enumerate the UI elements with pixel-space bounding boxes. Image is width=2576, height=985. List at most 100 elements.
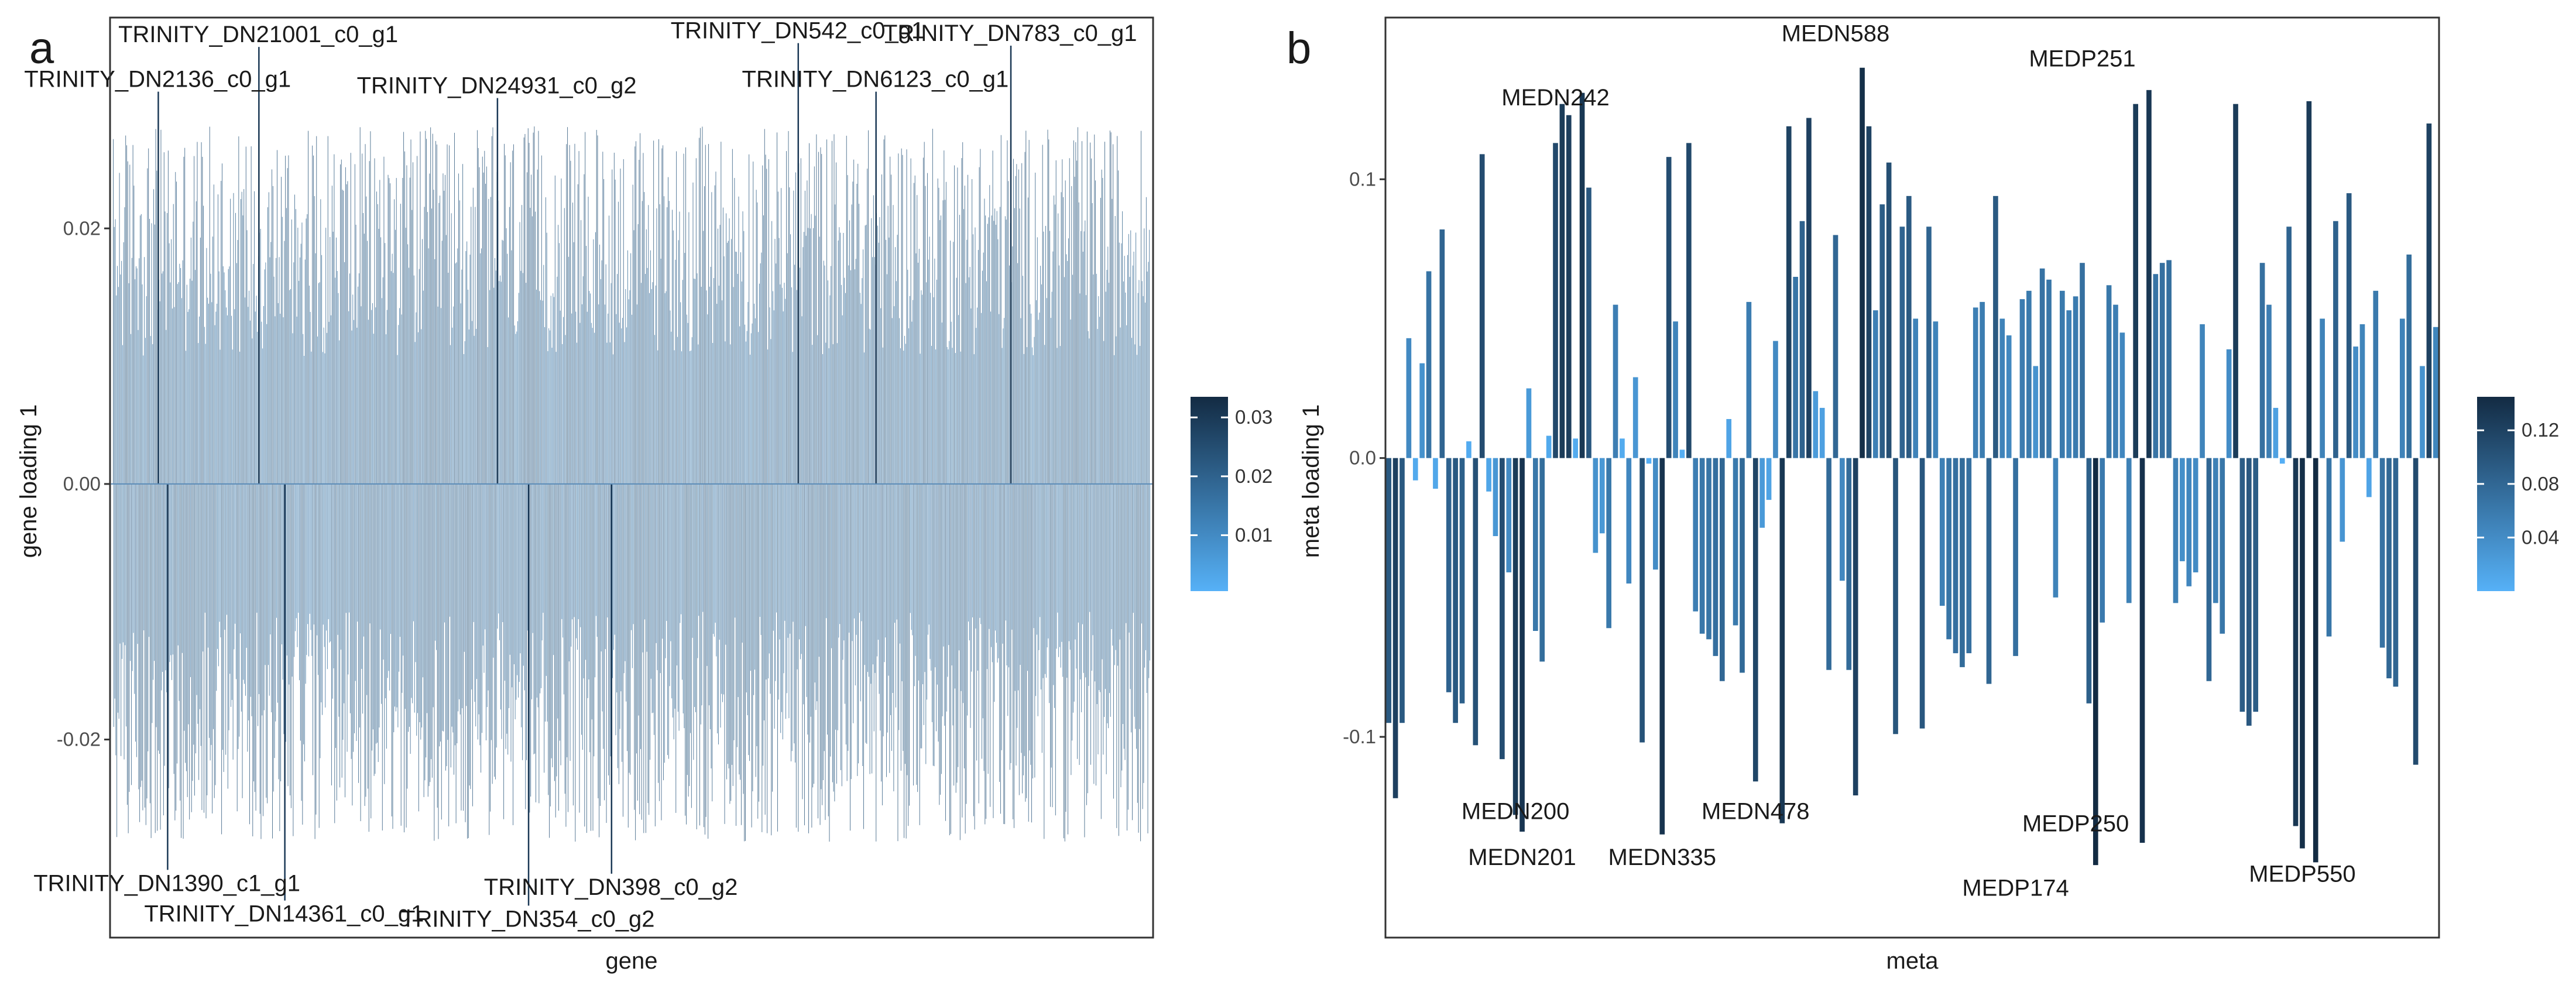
gene-bar bbox=[661, 148, 663, 484]
gene-bar bbox=[899, 318, 900, 484]
gene-bar bbox=[445, 235, 447, 484]
gene-bar bbox=[881, 483, 883, 806]
meta-bar-m46 bbox=[1686, 143, 1692, 458]
meta-bar-m111 bbox=[2119, 332, 2125, 458]
gene-bar bbox=[1017, 263, 1018, 484]
gene-bar bbox=[1065, 180, 1066, 484]
gene-annotation-label: TRINITY_DN354_c0_g2 bbox=[401, 906, 655, 932]
gene-annotation-label: TRINITY_DN1390_c1_g1 bbox=[33, 870, 300, 896]
gene-bar bbox=[637, 483, 638, 801]
gene-bar bbox=[131, 483, 132, 785]
gene-bar bbox=[756, 190, 757, 484]
gene-bar bbox=[115, 483, 116, 756]
gene-bar bbox=[231, 315, 232, 484]
gene-bar bbox=[338, 483, 339, 717]
meta-bar-m43 bbox=[1666, 157, 1672, 458]
gene-bar bbox=[1103, 341, 1105, 484]
panel-b-meta-loading-chart: b -0.1 0.0 0.1 MEDN242 MEDN588 MEDP251 MEDN20… bbox=[1287, 16, 2559, 974]
gene-bar bbox=[706, 483, 708, 666]
gene-bar bbox=[589, 483, 591, 753]
gene-bar bbox=[1001, 348, 1003, 484]
gene-bar bbox=[653, 140, 654, 484]
gene-bar bbox=[836, 343, 838, 484]
gene-bar bbox=[448, 483, 450, 826]
gene-bar bbox=[315, 483, 317, 815]
gene-bar bbox=[521, 483, 522, 727]
gene-bar bbox=[872, 257, 873, 484]
gene-bar bbox=[1116, 483, 1117, 828]
gene-bar bbox=[929, 236, 930, 484]
gene-bar bbox=[484, 150, 485, 484]
gene-bar bbox=[570, 483, 571, 761]
meta-bar-m17 bbox=[1493, 458, 1498, 537]
gene-bar bbox=[576, 483, 577, 639]
meta-bar-m13 bbox=[1466, 441, 1471, 458]
gene-bar bbox=[686, 483, 687, 825]
gene-bar bbox=[136, 268, 138, 484]
gene-bar bbox=[1097, 329, 1098, 484]
meta-bar-m40 bbox=[1646, 458, 1652, 464]
gene-bar bbox=[846, 135, 847, 484]
gene-bar bbox=[489, 290, 490, 484]
gene-bar bbox=[503, 483, 505, 819]
gene-bar bbox=[950, 241, 951, 484]
gene-bar bbox=[1072, 274, 1073, 484]
gene-bar bbox=[215, 483, 216, 785]
gene-bar bbox=[877, 483, 879, 640]
gene-bar bbox=[187, 483, 188, 797]
gene-bar bbox=[411, 210, 413, 484]
gene-bar bbox=[830, 483, 831, 757]
gene-bar bbox=[339, 483, 341, 788]
gene-bar bbox=[791, 483, 793, 751]
gene-bar bbox=[699, 128, 701, 484]
gene-bar bbox=[251, 146, 252, 484]
gene-bar bbox=[328, 321, 330, 484]
gene-bar-annotated bbox=[1010, 46, 1012, 484]
meta-bar-m107 bbox=[2093, 458, 2098, 866]
gene-bar bbox=[1025, 131, 1027, 484]
gene-bar bbox=[672, 210, 673, 484]
gene-bar bbox=[813, 228, 814, 484]
gene-bar bbox=[332, 231, 334, 484]
meta-bar-m150 bbox=[2379, 458, 2385, 648]
meta-bar-m133 bbox=[2266, 304, 2272, 458]
gene-bar bbox=[514, 483, 516, 720]
gene-bar bbox=[788, 483, 790, 719]
gene-bar bbox=[1071, 186, 1072, 484]
panel-a-plot-frame bbox=[109, 16, 1154, 939]
meta-annotation-label: MEDN335 bbox=[1608, 845, 1717, 870]
gene-bar bbox=[968, 483, 969, 622]
gene-bar bbox=[795, 483, 797, 828]
gene-bar bbox=[666, 483, 667, 621]
gene-bar bbox=[370, 131, 371, 484]
gene-bar bbox=[265, 483, 266, 665]
gene-bar bbox=[886, 483, 887, 777]
meta-bar-m31 bbox=[1586, 187, 1591, 458]
gene-bar bbox=[517, 321, 518, 484]
meta-bar-m25 bbox=[1546, 435, 1552, 458]
gene-bar bbox=[189, 483, 190, 820]
gene-bar bbox=[283, 317, 284, 484]
gene-bar bbox=[942, 200, 944, 484]
gene-bar bbox=[595, 232, 596, 484]
gene-bar bbox=[220, 483, 221, 637]
gene-bar bbox=[423, 290, 424, 484]
gene-bar bbox=[219, 483, 220, 622]
gene-bar bbox=[317, 336, 318, 484]
gene-bar bbox=[392, 253, 393, 484]
meta-bar-m58 bbox=[1766, 458, 1772, 500]
gene-bar bbox=[1049, 231, 1051, 484]
gene-bar bbox=[351, 483, 352, 759]
panel-b-annotations: MEDN242 MEDN588 MEDP251 MEDN200 MEDN201 MEDN3… bbox=[1462, 20, 2356, 901]
gene-bar-annotated bbox=[258, 47, 260, 484]
gene-bar bbox=[838, 240, 839, 484]
gene-bar bbox=[465, 483, 466, 822]
meta-bar-m16 bbox=[1486, 458, 1491, 492]
gene-bar bbox=[1076, 160, 1078, 484]
gene-bar bbox=[983, 483, 985, 771]
meta-bar-m50 bbox=[1713, 458, 1719, 656]
gene-bar bbox=[152, 344, 153, 484]
gene-bar bbox=[925, 483, 927, 764]
gene-bar bbox=[596, 483, 598, 637]
panel-b-bars bbox=[1386, 67, 2438, 866]
